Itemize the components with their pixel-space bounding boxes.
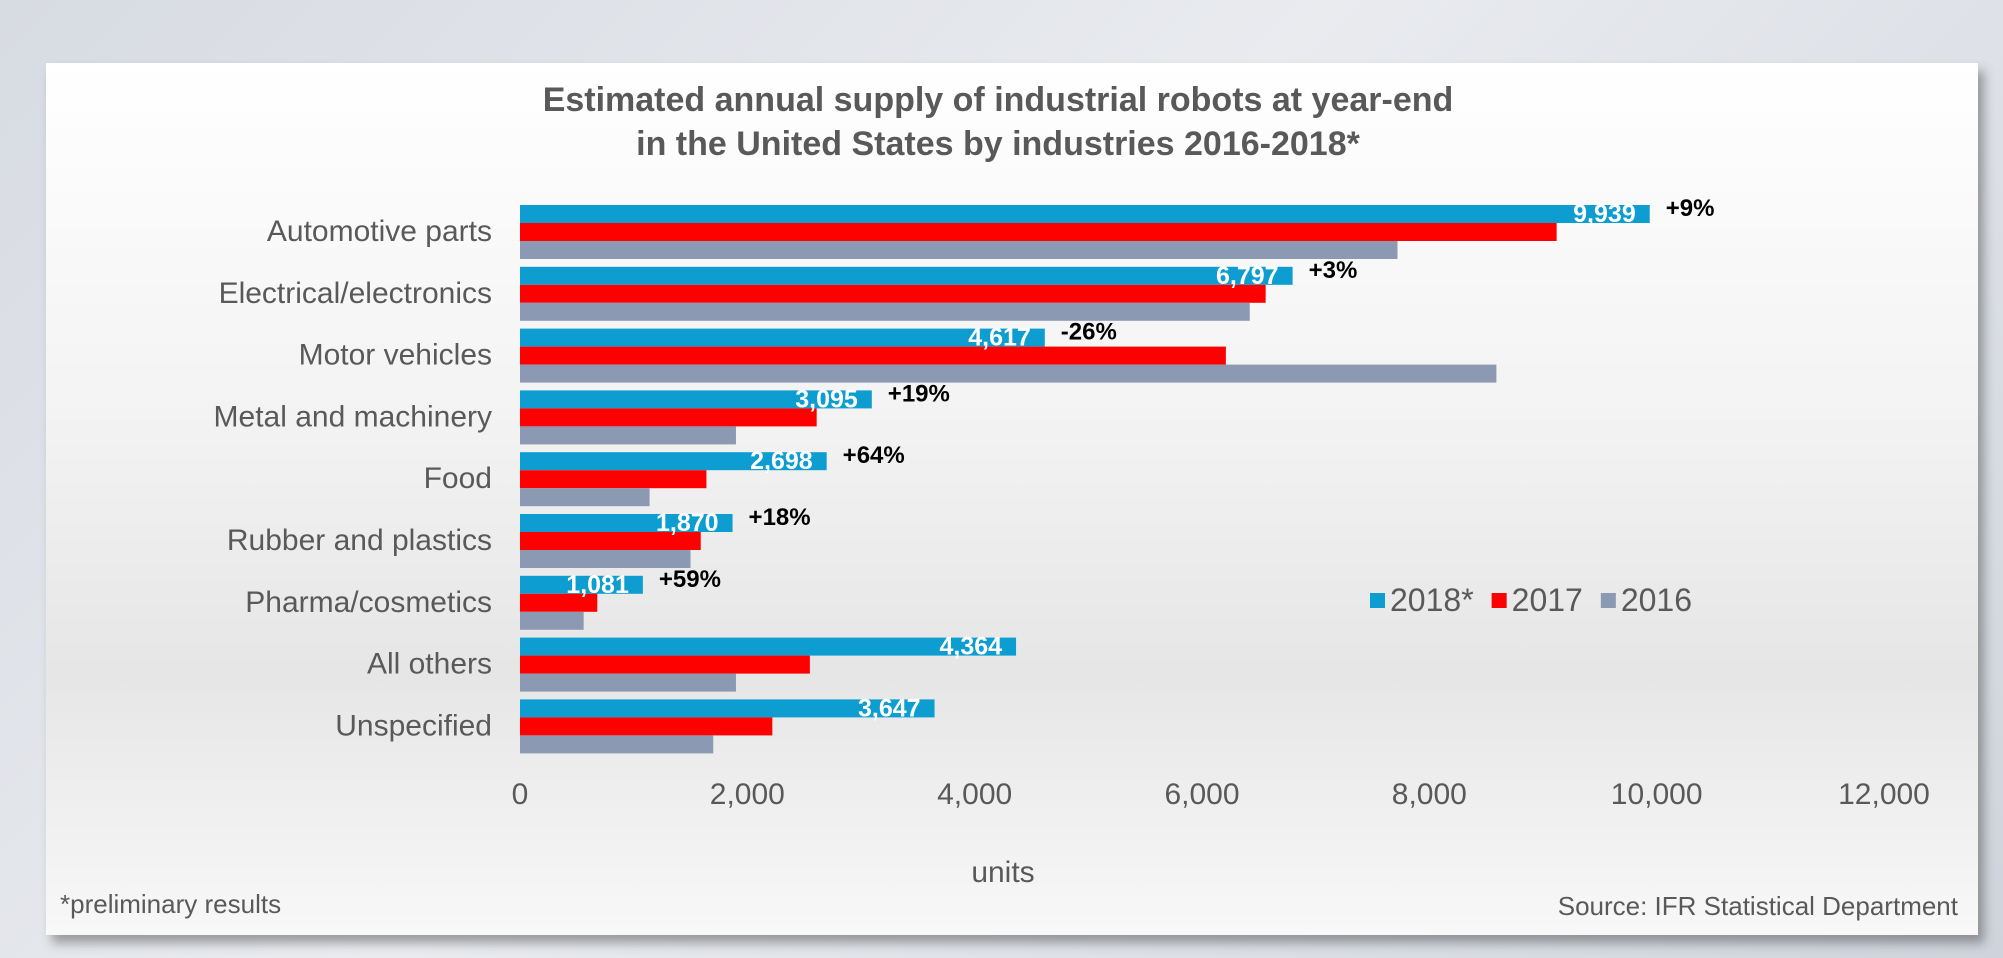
bar-2018-3 <box>520 390 872 409</box>
change-label: +9% <box>1666 195 1715 222</box>
chart-title: Estimated annual supply of industrial ro… <box>543 81 1454 119</box>
legend-swatch <box>1600 593 1616 608</box>
bar-2018-2 <box>520 328 1045 347</box>
bar-2016-4 <box>520 488 650 507</box>
bar-2016-5 <box>520 550 691 568</box>
bar-2016-6 <box>520 611 584 630</box>
category-label: Metal and machinery <box>214 400 492 433</box>
data-label: 2,698 <box>750 447 813 475</box>
x-tick-label: 0 <box>512 778 529 811</box>
bar-2017-7 <box>520 655 810 674</box>
chart-card: Estimated annual supply of industrial ro… <box>46 63 1978 935</box>
data-label: 3,095 <box>795 385 858 413</box>
bar-2016-1 <box>520 302 1250 321</box>
x-tick-label: 6,000 <box>1164 778 1239 811</box>
bar-2016-8 <box>520 735 714 754</box>
bar-2017-5 <box>520 532 701 550</box>
bar-2018-4 <box>520 452 827 471</box>
x-tick-label: 2,000 <box>710 778 785 811</box>
category-label: Food <box>424 462 492 495</box>
x-tick-label: 4,000 <box>937 778 1012 811</box>
data-label: 1,081 <box>566 571 629 599</box>
bar-2018-8 <box>520 699 935 718</box>
bar-2017-3 <box>520 408 817 427</box>
change-label: +19% <box>888 380 950 407</box>
bar-2018-1 <box>520 266 1293 285</box>
legend-label: 2018* <box>1390 582 1474 618</box>
x-tick-label: 12,000 <box>1838 778 1930 811</box>
bar-2017-6 <box>520 593 598 612</box>
change-label: +59% <box>659 566 721 593</box>
bar-2018-5 <box>520 514 733 532</box>
legend-label: 2017 <box>1512 582 1583 618</box>
data-label: 3,647 <box>858 694 921 722</box>
bar-2018-7 <box>520 637 1017 656</box>
data-label: 6,797 <box>1216 262 1279 290</box>
bar-2016-3 <box>520 426 736 445</box>
bar-2018-6 <box>520 575 643 594</box>
bar-2017-4 <box>520 470 707 489</box>
category-label: Rubber and plastics <box>227 524 492 557</box>
legend-label: 2016 <box>1621 582 1692 618</box>
change-label: +3% <box>1309 257 1358 284</box>
category-label: Pharma/cosmetics <box>245 586 492 619</box>
bar-2017-1 <box>520 284 1266 303</box>
bar-2017-2 <box>520 346 1226 365</box>
bar-2016-7 <box>520 673 736 692</box>
category-label: Automotive parts <box>267 215 492 248</box>
category-label: All others <box>367 648 492 681</box>
bar-2018-0 <box>520 205 1650 223</box>
change-label: +64% <box>843 442 905 469</box>
data-label: 1,870 <box>656 509 719 537</box>
chart-title-line2: in the United States by industries 2016-… <box>636 125 1360 163</box>
x-axis-label: units <box>971 856 1034 889</box>
category-label: Unspecified <box>335 709 492 742</box>
bar-2016-0 <box>520 241 1398 259</box>
footnote: *preliminary results <box>60 889 281 919</box>
data-label: 9,939 <box>1573 200 1636 228</box>
bar-chart: Estimated annual supply of industrial ro… <box>60 81 1959 921</box>
x-tick-label: 10,000 <box>1611 778 1703 811</box>
bar-2017-0 <box>520 223 1557 241</box>
legend-swatch <box>1491 593 1507 608</box>
bar-2016-2 <box>520 364 1497 383</box>
bar-2017-8 <box>520 717 773 736</box>
legend-swatch <box>1370 593 1385 608</box>
data-label: 4,364 <box>939 633 1002 661</box>
x-tick-label: 8,000 <box>1392 778 1467 811</box>
category-label: Electrical/electronics <box>219 277 492 310</box>
category-label: Motor vehicles <box>299 339 492 372</box>
change-label: -26% <box>1061 319 1117 346</box>
data-label: 4,617 <box>968 324 1031 352</box>
source-note: Source: IFR Statistical Department <box>1558 891 1959 921</box>
change-label: +18% <box>749 504 811 531</box>
